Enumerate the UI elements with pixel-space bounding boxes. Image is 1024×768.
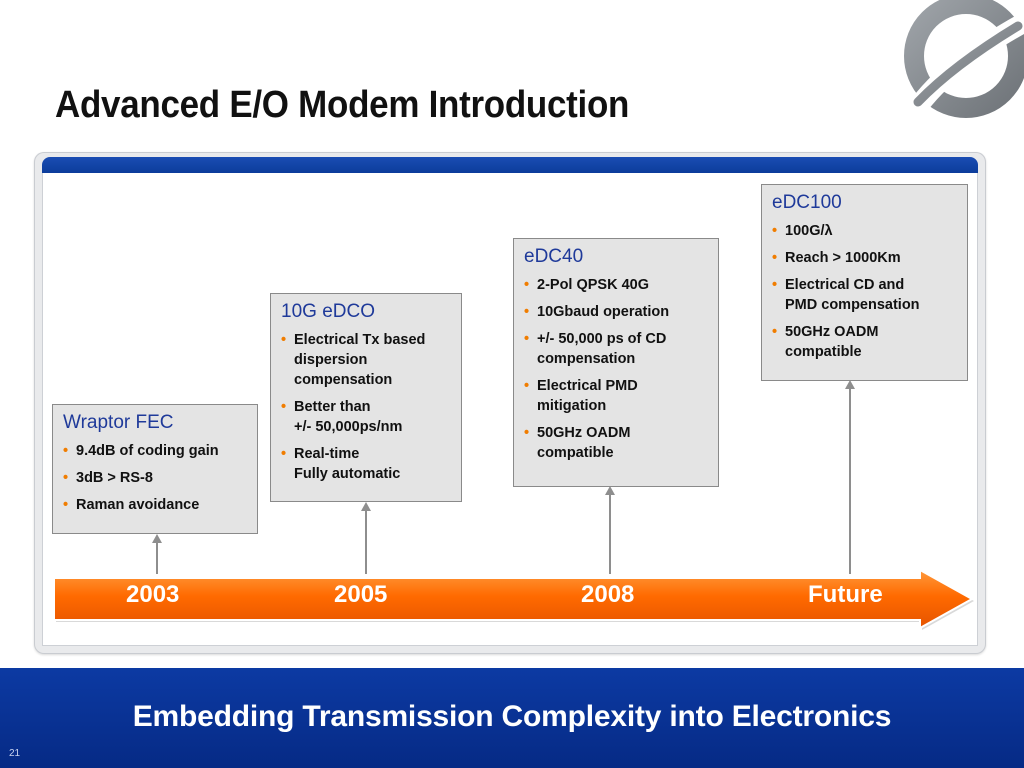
list-item: 50GHz OADM compatible	[524, 423, 710, 463]
bullet-list: 2-Pol QPSK 40G 10Gbaud operation +/- 50,…	[524, 275, 710, 463]
arrowhead-2008	[605, 486, 615, 495]
connector-2008	[609, 494, 611, 574]
list-item: Reach > 1000Km	[772, 248, 959, 268]
connector-2005	[365, 510, 367, 574]
list-item: 50GHz OADM compatible	[772, 322, 959, 362]
card-title: eDC100	[772, 192, 842, 213]
timeline-year-2008: 2008	[581, 581, 635, 608]
card-title: 10G eDCO	[281, 301, 375, 322]
timeline-year-2005: 2005	[334, 581, 388, 608]
list-item: 10Gbaud operation	[524, 302, 710, 322]
panel-header-bar	[42, 157, 978, 175]
footer-tagline: Embedding Transmission Complexity into E…	[132, 700, 892, 733]
card-10g-edco: 10G eDCO Electrical Tx based dispersion …	[270, 293, 462, 502]
list-item: +/- 50,000 ps of CD compensation	[524, 329, 710, 369]
list-item: Better than +/- 50,000ps/nm	[281, 397, 453, 437]
footer-band	[0, 668, 1024, 768]
list-item: 3dB > RS-8	[63, 468, 249, 488]
card-title: Wraptor FEC	[63, 412, 174, 433]
bullet-list: 9.4dB of coding gain 3dB > RS-8 Raman av…	[63, 441, 249, 515]
arrowhead-2005	[361, 502, 371, 511]
arrowhead-2003	[152, 534, 162, 543]
connector-future	[849, 388, 851, 574]
bullet-list: Electrical Tx based dispersion compensat…	[281, 330, 453, 484]
list-item: Electrical Tx based dispersion compensat…	[281, 330, 453, 390]
logo-globe-icon	[904, 0, 1024, 118]
card-edc100: eDC100 100G/λ Reach > 1000Km Electrical …	[761, 184, 968, 381]
list-item: Electrical CD and PMD compensation	[772, 275, 959, 315]
list-item: 100G/λ	[772, 221, 959, 241]
timeline-year-2003: 2003	[126, 581, 180, 608]
card-wraptor-fec: Wraptor FEC 9.4dB of coding gain 3dB > R…	[52, 404, 258, 534]
list-item: Electrical PMD mitigation	[524, 376, 710, 416]
timeline-year-future: Future	[808, 581, 883, 608]
list-item: 2-Pol QPSK 40G	[524, 275, 710, 295]
list-item: 9.4dB of coding gain	[63, 441, 249, 461]
timeline-arrow	[53, 568, 975, 630]
arrowhead-future	[845, 380, 855, 389]
connector-2003	[156, 542, 158, 574]
page-title: Advanced E/O Modem Introduction	[55, 84, 630, 126]
list-item: Raman avoidance	[63, 495, 249, 515]
slide-number: 21	[9, 748, 21, 759]
list-item: Real-time Fully automatic	[281, 444, 453, 484]
card-edc40: eDC40 2-Pol QPSK 40G 10Gbaud operation +…	[513, 238, 719, 487]
bullet-list: 100G/λ Reach > 1000Km Electrical CD and …	[772, 221, 959, 362]
card-title: eDC40	[524, 246, 584, 267]
